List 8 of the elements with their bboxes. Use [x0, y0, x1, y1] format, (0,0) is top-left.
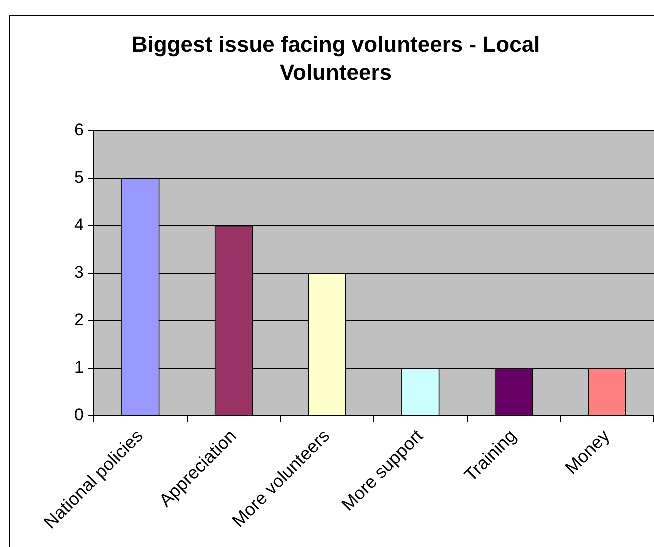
y-tick-label: 1 [74, 358, 84, 378]
y-tick-label: 0 [74, 406, 84, 425]
y-tick-label: 6 [74, 120, 84, 140]
y-tick-label: 4 [74, 216, 84, 235]
y-tick-label: 5 [74, 168, 84, 188]
y-tick-label: 3 [74, 263, 84, 282]
y-tick-label: 2 [74, 310, 84, 330]
chart-title: Biggest issue facing volunteers - Local Volunteers [132, 32, 540, 85]
